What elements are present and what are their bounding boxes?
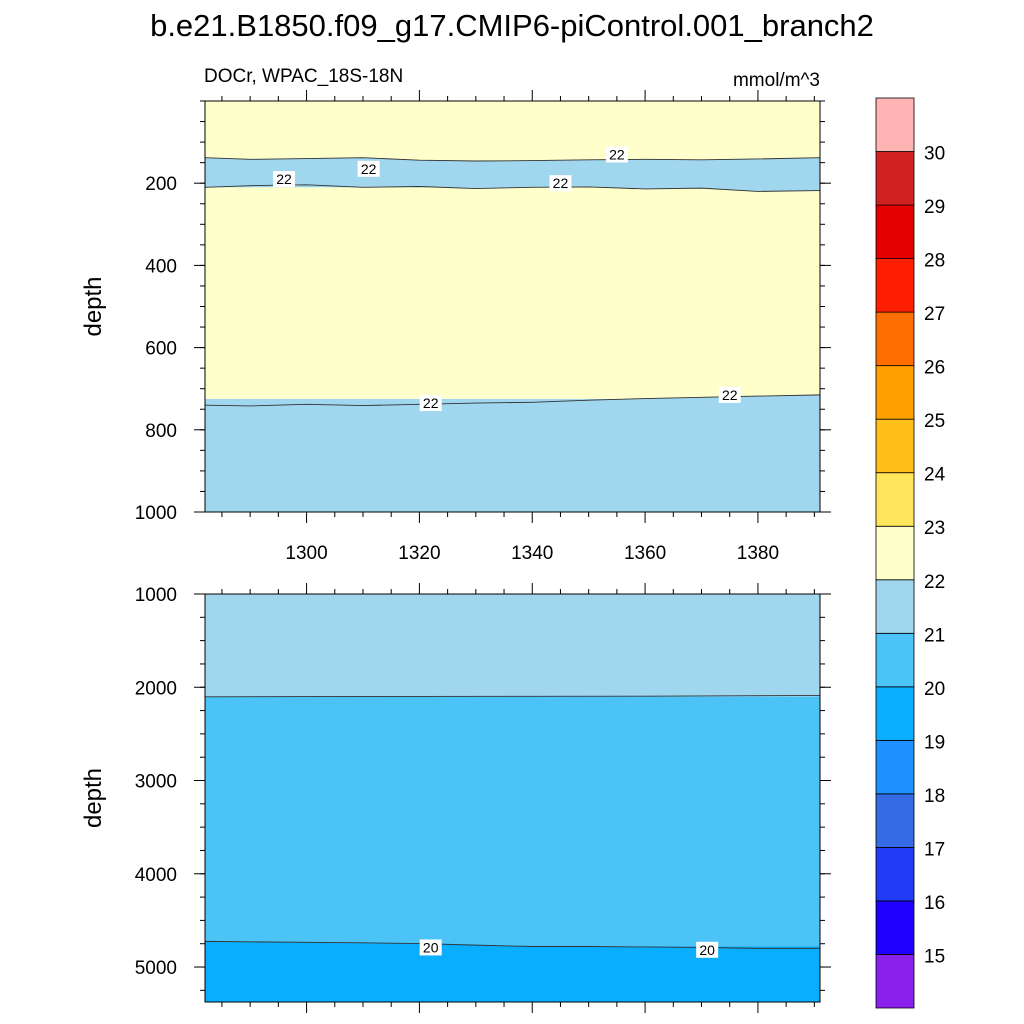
colorbar-box — [875, 365, 915, 420]
contour-label-box — [419, 939, 442, 956]
y-tick-label: 200 — [145, 174, 177, 195]
colorbar-box — [875, 847, 915, 902]
contour-line-22 — [205, 394, 820, 407]
colorbar-label: 27 — [924, 304, 945, 325]
colorbar-label: 26 — [924, 358, 945, 379]
contour-label-group: 22 — [718, 386, 741, 403]
x-tick-label: 1300 — [285, 543, 327, 564]
contour-label-group: 22 — [549, 175, 572, 192]
contour-label: 22 — [609, 146, 625, 162]
colorbar-label: 24 — [924, 465, 946, 486]
x-tick-label: 1340 — [511, 543, 553, 564]
contour-label: 22 — [722, 387, 738, 403]
contour-label-group: 20 — [696, 941, 719, 958]
colorbar-box — [875, 793, 915, 848]
colorbar-label: 21 — [924, 625, 945, 646]
plot-area: 20 20 — [205, 594, 820, 1002]
colorbar-box — [875, 418, 915, 474]
x-tick-label: 1380 — [737, 543, 779, 564]
contour-label-box — [718, 386, 741, 403]
contour-label-box — [419, 395, 442, 412]
colorbar-label: 22 — [924, 572, 945, 593]
contour-label: 22 — [553, 175, 569, 191]
colorbar-box — [875, 579, 915, 634]
x-tick-label: 1360 — [624, 543, 666, 564]
fill-region-20-21 — [205, 696, 820, 947]
colorbar-box — [875, 204, 915, 259]
colorbar-box — [875, 525, 915, 581]
y-tick-label: 600 — [145, 339, 177, 360]
contour-line-22 — [205, 157, 820, 162]
y-tick-label: 400 — [145, 256, 177, 277]
y-axis-title: depth — [80, 276, 107, 336]
contour-label-box — [549, 175, 572, 192]
colorbar-box — [875, 954, 915, 1009]
colorbar-box — [875, 900, 915, 955]
contour-line-21 — [205, 695, 820, 698]
y-tick-label: 800 — [145, 421, 177, 442]
figure-title: b.e21.B1850.f09_g17.CMIP6-piControl.001_… — [150, 8, 874, 43]
fill-deep-21-22 — [205, 394, 820, 512]
contour-label: 20 — [423, 939, 439, 955]
colorbar: 15 16 17 18 19 20 21 22 23 24 25 26 27 28 29 30 — [875, 97, 946, 1009]
colorbar-label: 15 — [924, 946, 945, 967]
upper-panel: 22 22 22 22 22 22 200 400 600 800 1000 1300 1320 1340… — [80, 90, 831, 564]
contour-label-group: 22 — [357, 160, 380, 177]
contour-label-box — [272, 171, 295, 188]
left-subtitle: DOCr, WPAC_18S-18N — [204, 66, 403, 87]
y-tick-label: 2000 — [135, 678, 177, 699]
contour-label-group: 22 — [605, 146, 628, 163]
y-axis-title: depth — [80, 768, 107, 828]
colorbar-label: 16 — [924, 893, 945, 914]
colorbar-box — [875, 151, 915, 206]
contour-label-group: 22 — [419, 395, 442, 412]
contour-label: 22 — [423, 395, 439, 411]
colorbar-label: 19 — [924, 732, 945, 753]
colorbar-box — [875, 472, 915, 527]
contour-line-22 — [205, 184, 820, 192]
colorbar-label: 30 — [924, 144, 945, 165]
colorbar-label: 17 — [924, 839, 945, 860]
colorbar-label: 29 — [924, 197, 945, 218]
colorbar-box — [875, 311, 915, 367]
contour-label-box — [357, 160, 380, 177]
contour-label: 22 — [276, 171, 292, 187]
y-tick-label: 4000 — [135, 865, 177, 886]
contour-label-group: 20 — [419, 939, 442, 956]
colorbar-label: 28 — [924, 251, 945, 272]
colorbar-box — [875, 97, 915, 152]
y-tick-label: 5000 — [135, 958, 177, 979]
y-tick-label: 3000 — [135, 772, 177, 793]
colorbar-box — [875, 739, 915, 795]
contour-label-box — [605, 146, 628, 163]
y-tick-label: 1000 — [135, 503, 177, 524]
contour-label-box — [696, 941, 719, 958]
colorbar-box — [875, 632, 915, 688]
units-subtitle: mmol/m^3 — [733, 70, 820, 91]
colorbar-label: 20 — [924, 679, 945, 700]
plot-area: 22 22 22 22 22 22 — [205, 101, 820, 512]
contour-label: 22 — [361, 161, 377, 177]
fill-region-21-22 — [205, 594, 820, 697]
colorbar-label: 23 — [924, 518, 945, 539]
contour-label: 20 — [699, 942, 715, 958]
colorbar-label: 25 — [924, 411, 945, 432]
colorbar-box — [875, 258, 915, 313]
colorbar-box — [875, 686, 915, 741]
y-tick-label: 1000 — [135, 585, 177, 606]
colorbar-label: 18 — [924, 786, 945, 807]
x-tick-label: 1320 — [398, 543, 440, 564]
plot-frame — [204, 593, 821, 1003]
contour-label-group: 22 — [272, 171, 295, 188]
fill-deep-19-20 — [205, 941, 820, 1002]
